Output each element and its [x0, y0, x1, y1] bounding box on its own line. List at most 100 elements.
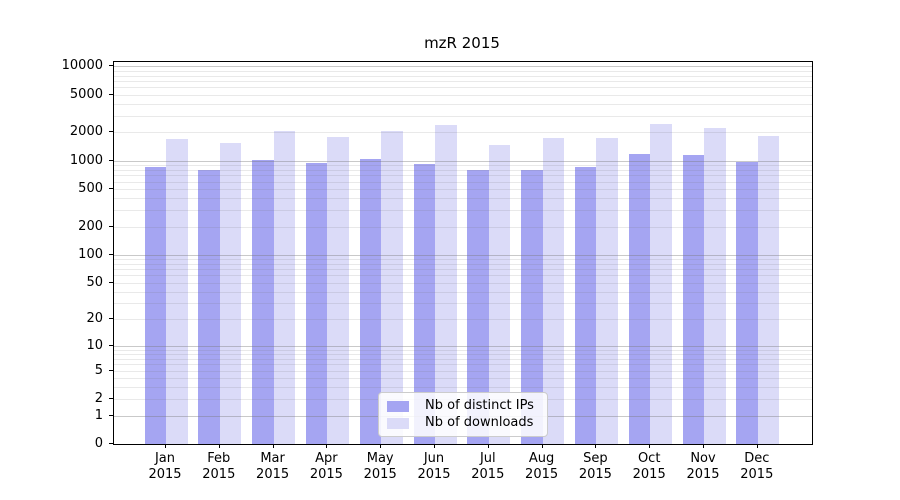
bar-downloads — [596, 137, 618, 444]
gridline-minor — [114, 103, 812, 105]
y-tick-label: 10 — [86, 337, 103, 353]
legend-swatch-downloads-icon — [387, 417, 409, 429]
y-tick-mark — [109, 414, 113, 416]
y-tick-label: 50 — [86, 274, 103, 290]
gridline-major — [114, 254, 812, 256]
x-tick-label: Mar 2015 — [256, 451, 290, 482]
gridline-minor — [114, 370, 812, 372]
gridline-minor — [114, 115, 812, 117]
gridline-minor — [114, 378, 812, 379]
gridline-minor — [114, 358, 812, 360]
x-tick-label: Jun 2015 — [417, 451, 451, 482]
y-tick-label: 2000 — [69, 124, 103, 140]
legend-item-distinct-ips: Nb of distinct IPs — [387, 398, 539, 414]
legend-swatch-distinct-ips-icon — [387, 400, 409, 412]
gridline-minor — [114, 282, 812, 284]
x-tick-mark — [326, 444, 328, 448]
gridline-minor — [114, 269, 812, 271]
x-tick-mark — [595, 444, 597, 448]
x-tick-label: Jan 2015 — [148, 451, 182, 482]
gridline-minor — [114, 169, 812, 171]
y-tick-label: 100 — [78, 246, 103, 262]
x-tick-mark — [272, 444, 274, 448]
gridline-minor — [114, 210, 812, 211]
y-tick-label: 10000 — [61, 58, 103, 74]
bar-downloads — [488, 144, 511, 444]
gridline-minor — [114, 275, 812, 277]
gridline-minor — [114, 189, 812, 191]
gridline-minor — [114, 319, 812, 321]
bar-downloads — [219, 143, 242, 444]
x-tick-mark — [487, 444, 489, 448]
y-tick-label: 1000 — [69, 152, 103, 168]
plot-area — [113, 61, 813, 445]
x-tick-label: Nov 2015 — [686, 451, 720, 482]
gridline-major — [114, 345, 812, 347]
gridline-minor — [114, 75, 812, 77]
y-tick-label: 0 — [94, 436, 103, 451]
legend-item-downloads: Nb of downloads — [387, 415, 539, 431]
gridline-minor — [114, 387, 812, 389]
y-tick-mark — [109, 159, 113, 161]
y-tick-mark — [109, 397, 113, 399]
y-tick-mark — [109, 369, 113, 371]
gridline-minor — [114, 364, 812, 366]
bar-distinct-ips — [144, 166, 166, 444]
gridline-minor — [114, 291, 812, 293]
gridline-minor — [114, 181, 812, 183]
x-tick-label: Feb 2015 — [202, 451, 236, 482]
bar-downloads — [757, 135, 780, 444]
bar-distinct-ips — [628, 154, 651, 444]
legend-label-downloads: Nb of downloads — [425, 415, 534, 430]
x-tick-mark — [541, 444, 543, 448]
bar-distinct-ips — [198, 169, 220, 444]
x-tick-label: Apr 2015 — [309, 451, 343, 482]
x-tick-label: Dec 2015 — [740, 451, 774, 482]
x-tick-label: Oct 2015 — [632, 451, 666, 482]
bar-distinct-ips — [413, 163, 435, 444]
x-tick-mark — [380, 444, 382, 448]
bar-distinct-ips — [252, 159, 274, 444]
y-tick-label: 500 — [78, 181, 103, 197]
x-tick-mark — [218, 444, 220, 448]
bar-downloads — [381, 130, 403, 444]
gridline-minor — [114, 349, 812, 351]
gridline-minor — [114, 303, 812, 305]
y-tick-mark — [109, 281, 113, 283]
gridline-minor — [114, 70, 812, 72]
bar-distinct-ips — [736, 162, 758, 444]
gridline-minor — [114, 263, 812, 265]
y-tick-mark — [109, 225, 113, 227]
gridline-major — [114, 66, 812, 68]
bar-distinct-ips — [467, 170, 489, 444]
y-tick-mark — [109, 93, 113, 95]
y-tick-mark — [109, 344, 113, 346]
y-tick-label: 200 — [78, 218, 103, 234]
bar-downloads — [435, 125, 457, 444]
y-tick-mark — [109, 443, 113, 444]
gridline-minor — [114, 87, 812, 89]
legend: Nb of distinct IPs Nb of downloads — [378, 392, 548, 437]
legend-label-distinct-ips: Nb of distinct IPs — [425, 398, 534, 413]
x-tick-label: Aug 2015 — [525, 451, 559, 482]
gridline-minor — [114, 226, 812, 228]
y-tick-mark — [109, 318, 113, 320]
bar-downloads — [650, 124, 672, 444]
bar-downloads — [273, 130, 296, 444]
y-tick-mark — [109, 65, 113, 67]
bar-distinct-ips — [682, 155, 704, 444]
x-tick-mark — [756, 444, 758, 448]
y-tick-mark — [109, 131, 113, 133]
bar-downloads — [327, 136, 349, 444]
gridline-minor — [114, 175, 812, 177]
bar-distinct-ips — [305, 163, 328, 444]
gridline-minor — [114, 132, 812, 134]
x-tick-label: Jul 2015 — [471, 451, 505, 482]
chart-title: mzR 2015 — [424, 34, 500, 52]
bar-downloads — [704, 128, 726, 444]
y-tick-label: 2 — [94, 390, 103, 406]
y-tick-mark — [109, 253, 113, 255]
gridline-minor — [114, 94, 812, 96]
gridline-minor — [114, 165, 812, 167]
